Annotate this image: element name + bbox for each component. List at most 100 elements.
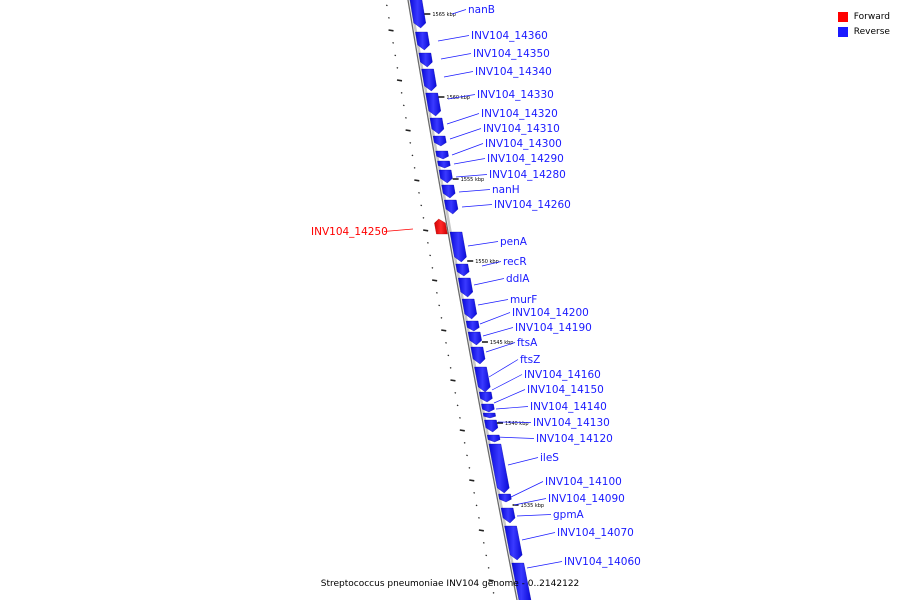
- outer-tick-mark: [435, 292, 438, 294]
- leader-line-INV104_14340: [443, 71, 474, 78]
- gene-label-INV104_14350[interactable]: INV104_14350: [473, 48, 550, 60]
- gene-label-ileS[interactable]: ileS: [540, 452, 559, 464]
- outer-tick-mark: [475, 504, 478, 507]
- gene-block-INV104_14060[interactable]: [511, 562, 532, 600]
- gene-label-nanB[interactable]: nanB: [468, 4, 495, 16]
- outer-tick-mark: [454, 392, 457, 394]
- gene-block-recR[interactable]: [455, 263, 470, 277]
- gene-block-INV104_14130[interactable]: [484, 419, 499, 433]
- leader-line-INV104_14060: [526, 561, 563, 569]
- gene-label-ftsZ[interactable]: ftsZ: [520, 354, 540, 366]
- gene-label-INV104_14130[interactable]: INV104_14130: [533, 417, 610, 429]
- gene-block-murF[interactable]: [461, 298, 477, 320]
- gene-block-INV104_14330[interactable]: [425, 92, 441, 117]
- gene-block-INV104_14340[interactable]: [421, 68, 437, 92]
- gene-label-INV104_14280[interactable]: INV104_14280: [489, 169, 566, 181]
- gene-label-INV104_14250[interactable]: INV104_14250: [311, 226, 388, 238]
- gene-label-penA[interactable]: penA: [500, 236, 528, 248]
- gene-block-ftsZ[interactable]: [474, 366, 491, 393]
- gene-label-INV104_14160[interactable]: INV104_14160: [524, 369, 601, 381]
- outer-tick-mark: [469, 479, 475, 482]
- leader-line-gpmA: [516, 514, 552, 517]
- gene-label-INV104_14140[interactable]: INV104_14140: [530, 401, 607, 413]
- gene-label-INV104_14190[interactable]: INV104_14190: [515, 322, 592, 334]
- gene-block-INV104_14320[interactable]: [429, 117, 445, 135]
- gene-label-nanH[interactable]: nanH: [492, 184, 520, 196]
- outer-tick-mark: [411, 154, 414, 157]
- gene-label-INV104_14060[interactable]: INV104_14060: [564, 556, 641, 568]
- gene-block-INV104_14260[interactable]: [444, 199, 459, 215]
- gene-block-INV104_14150[interactable]: [481, 403, 495, 413]
- backbone-line: [407, 0, 518, 600]
- outer-tick-mark: [429, 254, 432, 257]
- gene-block-nanH[interactable]: [441, 184, 456, 199]
- leader-line-INV104_14290: [453, 158, 486, 165]
- gene-block-INV104_14070[interactable]: [504, 525, 523, 561]
- outer-tick-mark: [488, 579, 494, 582]
- outer-tick-mark: [396, 67, 399, 69]
- gene-label-INV104_14120[interactable]: INV104_14120: [536, 433, 613, 445]
- gene-block-INV104_14140[interactable]: [482, 412, 496, 419]
- gene-block-INV104_14310[interactable]: [432, 135, 447, 147]
- gene-label-INV104_14360[interactable]: INV104_14360: [471, 30, 548, 42]
- gene-label-INV104_14150[interactable]: INV104_14150: [527, 384, 604, 396]
- gene-labels: nanB INV104_14360 INV104_14350 INV104_14340…: [311, 4, 641, 569]
- leader-line-INV104_14200: [479, 312, 511, 325]
- gene-block-gpmA[interactable]: [500, 507, 516, 524]
- outer-tick-mark: [394, 54, 397, 57]
- gene-label-INV104_14100[interactable]: INV104_14100: [545, 476, 622, 488]
- leader-line-ftsZ: [488, 359, 519, 378]
- gene-block-ddlA[interactable]: [458, 277, 473, 298]
- gene-label-ftsA[interactable]: ftsA: [517, 337, 538, 349]
- gene-block-INV104_14290[interactable]: [437, 160, 451, 169]
- gene-label-INV104_14320[interactable]: INV104_14320: [481, 108, 558, 120]
- gene-block-INV104_14160[interactable]: [479, 391, 493, 403]
- outer-tick-marks: [385, 4, 495, 594]
- outer-tick-mark: [418, 192, 420, 194]
- outer-tick-mark: [449, 367, 452, 369]
- gene-block-INV104_14350[interactable]: [418, 52, 433, 68]
- gene-label-INV104_14090[interactable]: INV104_14090: [548, 493, 625, 505]
- gene-block-INV104_14280[interactable]: [438, 169, 453, 184]
- gene-label-INV104_14260[interactable]: INV104_14260: [494, 199, 571, 211]
- gene-label-INV104_14070[interactable]: INV104_14070: [557, 527, 634, 539]
- leader-line-INV104_14280: [455, 174, 488, 178]
- gene-label-INV104_14310[interactable]: INV104_14310: [483, 123, 560, 135]
- gene-block-nanB[interactable]: [409, 0, 426, 29]
- outer-tick-mark: [445, 342, 447, 344]
- gene-block-INV104_14250[interactable]: [434, 218, 448, 235]
- gene-label-INV104_14300[interactable]: INV104_14300: [485, 138, 562, 150]
- gene-label-murF[interactable]: murF: [510, 294, 537, 306]
- outer-tick-mark: [459, 429, 465, 432]
- outer-tick-mark: [438, 304, 441, 307]
- leader-line-recR: [481, 261, 502, 267]
- gene-label-INV104_14200[interactable]: INV104_14200: [512, 307, 589, 319]
- leader-line-INV104_14300: [451, 143, 484, 156]
- gene-label-ddlA[interactable]: ddlA: [506, 273, 530, 285]
- gene-block-INV104_14100[interactable]: [498, 493, 512, 503]
- scale-tick-label: 1560 kbp: [446, 95, 470, 101]
- gene-block-INV104_14360[interactable]: [415, 31, 430, 51]
- gene-block-penA[interactable]: [449, 231, 467, 263]
- gene-block-ftsA[interactable]: [470, 346, 486, 365]
- outer-tick-mark: [456, 404, 459, 407]
- gene-label-gpmA[interactable]: gpmA: [553, 509, 585, 521]
- gene-label-INV104_14340[interactable]: INV104_14340: [475, 66, 552, 78]
- gene-label-recR[interactable]: recR: [503, 256, 527, 268]
- gene-block-ileS[interactable]: [488, 443, 510, 494]
- leader-line-INV104_14330: [447, 94, 476, 100]
- gene-label-INV104_14330[interactable]: INV104_14330: [477, 89, 554, 101]
- outer-tick-mark: [402, 104, 405, 107]
- scale-tick-label: 1555 kbp: [461, 177, 485, 183]
- outer-tick-mark: [473, 492, 476, 494]
- map-caption: Streptococcus pneumoniae INV104 genome -…: [320, 579, 580, 589]
- gene-label-INV104_14290[interactable]: INV104_14290: [487, 153, 564, 165]
- gene-block-INV104_14300[interactable]: [435, 150, 449, 160]
- outer-tick-mark: [396, 79, 403, 82]
- outer-tick-mark: [478, 517, 480, 519]
- outer-tick-mark: [431, 267, 434, 269]
- legend-label-forward: Forward: [853, 11, 890, 22]
- legend-label-reverse: Reverse: [853, 26, 890, 37]
- gene-block-INV104_14200[interactable]: [465, 320, 480, 332]
- gene-block-INV104_14190[interactable]: [467, 331, 482, 346]
